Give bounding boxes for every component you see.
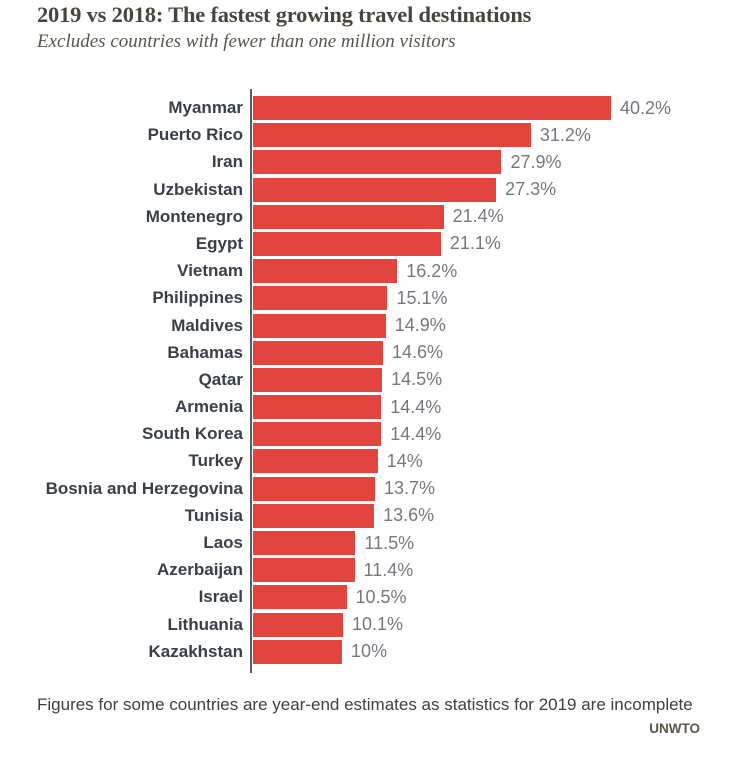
- chart-row: Laos 11.5%: [0, 531, 740, 555]
- category-label: Puerto Rico: [147, 125, 243, 145]
- value-label: 14.9%: [394, 315, 446, 335]
- category-label: Maldives: [171, 315, 243, 335]
- category-label: Bosnia and Herzegovina: [45, 478, 243, 498]
- chart-row: Vietnam 16.2%: [0, 259, 740, 284]
- chart-row: Lithuania 10.1%: [0, 612, 740, 637]
- bar: [253, 639, 343, 664]
- chart-row: Uzbekistan 27.3%: [0, 177, 740, 202]
- category-label: Turkey: [188, 451, 244, 471]
- bar: [253, 286, 388, 311]
- bar: [253, 96, 611, 120]
- category-label: Laos: [203, 533, 243, 552]
- category-label: Vietnam: [177, 261, 243, 281]
- bar: [253, 177, 497, 202]
- category-label: South Korea: [141, 424, 243, 444]
- chart-row: Bosnia and Herzegovina 13.7%: [0, 476, 740, 501]
- bar: [253, 259, 398, 284]
- value-label: 31.2%: [539, 124, 591, 145]
- value-label: 27.9%: [510, 151, 562, 172]
- category-label: Philippines: [152, 288, 243, 308]
- bar: [253, 558, 355, 583]
- value-label: 10%: [351, 641, 388, 662]
- bar: [253, 367, 383, 392]
- category-label: Israel: [198, 587, 243, 607]
- bar: [253, 395, 382, 420]
- chart-row: Maldives 14.9%: [0, 313, 740, 338]
- chart-footnote: Figures for some countries are year-end …: [37, 695, 693, 714]
- bar: [253, 422, 382, 447]
- chart-row: Kazakhstan 10%: [0, 639, 740, 664]
- chart-row: Puerto Rico 31.2%: [0, 123, 740, 148]
- chart-title: 2019 vs 2018: The fastest growing travel…: [37, 2, 532, 27]
- bar: [253, 449, 378, 474]
- bar: [253, 531, 356, 555]
- category-label: Iran: [211, 152, 243, 172]
- chart-row: Myanmar 40.2%: [0, 96, 740, 120]
- chart-row: Turkey 14%: [0, 449, 740, 474]
- chart-row: Tunisia 13.6%: [0, 503, 740, 528]
- chart-row: Armenia 14.4%: [0, 395, 740, 420]
- value-label: 21.1%: [449, 233, 501, 254]
- category-label: Montenegro: [145, 206, 243, 226]
- value-label: 16.2%: [406, 260, 458, 281]
- category-label: Egypt: [195, 233, 243, 253]
- category-label: Lithuania: [167, 614, 243, 634]
- value-label: 27.3%: [505, 179, 557, 200]
- value-label: 14.4%: [390, 396, 442, 417]
- chart-row: Azerbaijan 11.4%: [0, 558, 740, 583]
- bar: [253, 503, 375, 528]
- category-label: Tunisia: [184, 505, 243, 525]
- value-label: 13.6%: [383, 505, 435, 526]
- category-label: Bahamas: [167, 342, 243, 362]
- bar: [253, 231, 441, 256]
- chart-rows: Myanmar 40.2% Puerto Rico 31.2% Iran 27.9% Uzb…: [0, 96, 740, 664]
- value-label: 10.1%: [351, 614, 403, 635]
- chart-row: Iran 27.9%: [0, 150, 740, 175]
- value-label: 40.2%: [620, 97, 672, 118]
- value-label: 15.1%: [396, 287, 448, 308]
- category-label: Myanmar: [168, 98, 243, 117]
- value-label: 14.4%: [390, 423, 442, 444]
- chart-row: Philippines 15.1%: [0, 286, 740, 311]
- value-label: 14.6%: [392, 342, 444, 363]
- chart-row: Israel 10.5%: [0, 585, 740, 610]
- value-label: 14.5%: [391, 369, 443, 390]
- bar-chart: Myanmar 40.2% Puerto Rico 31.2% Iran 27.9% Uzb…: [0, 89, 740, 679]
- value-label: 10.5%: [355, 586, 407, 607]
- category-label: Azerbaijan: [157, 560, 243, 580]
- chart-subtitle: Excludes countries with fewer than one m…: [37, 31, 456, 52]
- bar: [253, 150, 502, 175]
- value-label: 14%: [386, 450, 423, 471]
- chart-row: South Korea 14.4%: [0, 422, 740, 447]
- bar: [253, 313, 386, 338]
- bar: [253, 123, 531, 148]
- category-label: Uzbekistan: [153, 179, 243, 199]
- category-label: Armenia: [174, 397, 243, 417]
- category-label: Qatar: [198, 369, 243, 389]
- category-label: Kazakhstan: [148, 641, 243, 661]
- value-label: 11.4%: [363, 559, 414, 580]
- value-label: 11.5%: [364, 532, 415, 553]
- value-label: 13.7%: [384, 478, 436, 499]
- bar: [253, 204, 444, 229]
- chart-row: Bahamas 14.6%: [0, 340, 740, 365]
- bar: [253, 612, 343, 637]
- chart-row: Montenegro 21.4%: [0, 204, 740, 229]
- bar: [253, 340, 384, 365]
- chart-row: Qatar 14.5%: [0, 367, 740, 392]
- value-label: 21.4%: [452, 206, 504, 227]
- y-axis-line: [250, 89, 252, 673]
- chart-row: Egypt 21.1%: [0, 231, 740, 256]
- source-label: UNWTO: [649, 721, 700, 736]
- bar: [253, 585, 347, 610]
- bar: [253, 476, 375, 501]
